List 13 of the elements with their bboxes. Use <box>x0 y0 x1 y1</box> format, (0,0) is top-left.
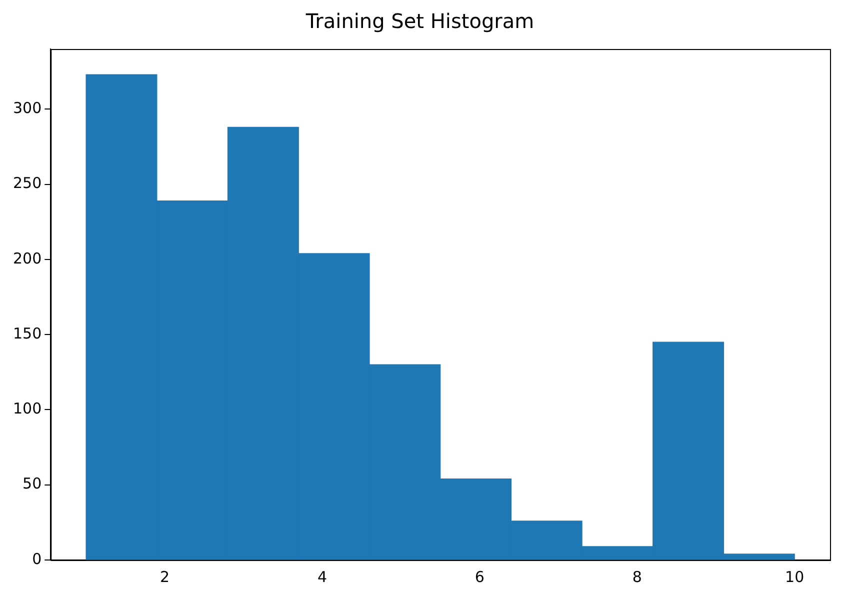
chart-title: Training Set Histogram <box>304 9 534 34</box>
x-tick-label: 4 <box>317 568 327 586</box>
y-tick-label: 300 <box>12 99 42 118</box>
x-tick-label: 10 <box>785 568 804 586</box>
x-tick-label: 6 <box>474 568 484 586</box>
y-tick-label: 100 <box>12 400 42 418</box>
x-tick-label: 2 <box>160 568 170 586</box>
y-tick-label: 200 <box>12 249 42 268</box>
y-tick-label: 0 <box>32 550 42 568</box>
y-tick-label: 250 <box>12 174 42 192</box>
y-tick-label: 150 <box>12 324 42 342</box>
y-tick-label: 50 <box>22 474 42 493</box>
x-tick-label: 8 <box>632 568 642 586</box>
